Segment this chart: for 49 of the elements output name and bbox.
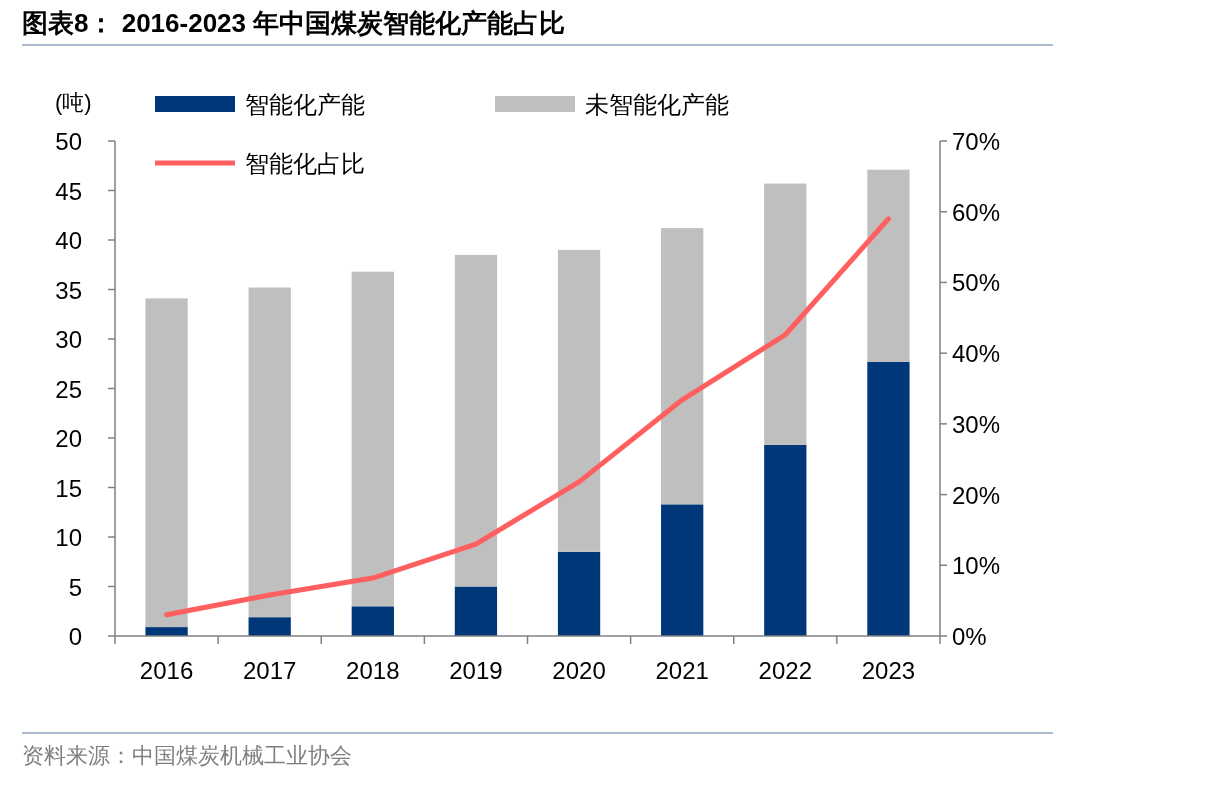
y2-tick-label: 40% <box>952 340 1001 368</box>
bar <box>764 444 807 636</box>
y2-tick-label: 60% <box>952 198 1001 226</box>
y2-tick-label: 20% <box>952 481 1001 509</box>
y2-tick-label: 30% <box>952 410 1001 438</box>
y-tick-label: 40 <box>55 227 82 254</box>
bar <box>454 586 498 636</box>
x-tick-label: 2018 <box>346 657 400 684</box>
y-tick-label: 10 <box>55 524 82 551</box>
y-tick-label: 15 <box>55 474 82 502</box>
x-tick-label: 2021 <box>655 657 709 684</box>
bar <box>248 617 291 636</box>
y-axis-title: (吨) <box>55 90 92 115</box>
bar <box>351 606 394 636</box>
x-tick-label: 2017 <box>242 657 297 684</box>
bar <box>351 271 394 607</box>
y2-tick-label: 0% <box>952 623 987 650</box>
bar <box>764 183 807 445</box>
chart-title: 图表8： 2016-2023 年中国煤炭智能化产能占比 <box>22 8 566 38</box>
x-tick-label: 2016 <box>139 657 194 684</box>
bar <box>248 287 291 618</box>
y-tick-label: 25 <box>55 375 82 403</box>
bar <box>661 228 704 505</box>
legend-label: 智能化产能 <box>245 91 365 118</box>
bar <box>661 504 704 636</box>
y-tick-label: 35 <box>55 276 82 304</box>
y-tick-label: 45 <box>55 177 82 205</box>
x-tick-label: 2023 <box>861 657 916 684</box>
x-tick-label: 2019 <box>449 657 503 684</box>
y2-tick-label: 10% <box>952 552 1001 580</box>
bar <box>557 249 601 552</box>
y-tick-label: 20 <box>55 425 82 452</box>
y-tick-label: 5 <box>68 573 82 601</box>
x-tick-label: 2022 <box>758 657 813 684</box>
y-tick-label: 50 <box>55 128 82 155</box>
text: 资料来源：中国煤炭机械工业协会 <box>22 743 352 768</box>
y2-tick-label: 50% <box>952 269 1001 297</box>
legend-label: 未智能化产能 <box>585 91 729 118</box>
x-tick-label: 2020 <box>552 657 606 684</box>
y-tick-label: 30 <box>55 326 82 353</box>
y2-tick-label: 70% <box>952 128 1001 155</box>
bar <box>145 298 188 628</box>
bar <box>454 254 498 587</box>
legend-label: 智能化占比 <box>245 150 365 177</box>
bar <box>145 627 188 636</box>
bar <box>557 551 601 636</box>
y-tick-label: 0 <box>68 623 82 650</box>
bar <box>867 169 910 362</box>
bar <box>867 361 910 636</box>
